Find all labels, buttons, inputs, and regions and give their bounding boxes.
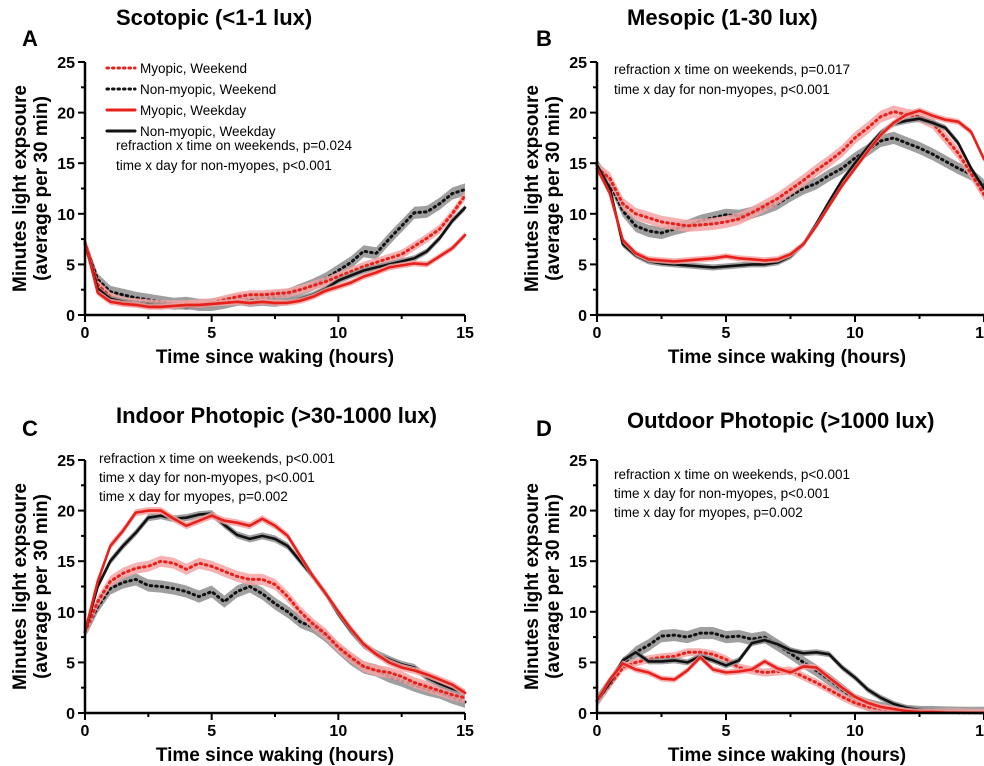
y-axis-label: Minutes light expsoure [522,85,543,292]
series-error-band [85,191,465,310]
series-line [595,655,984,715]
x-tick-label: 5 [722,723,731,740]
y-tick-label: 25 [569,453,587,470]
series-non-myopic-weekend [83,573,467,708]
series-error-band [597,637,984,713]
stat-annotation: time x day for non-myopes, p<0.001 [116,158,332,173]
series-myopic-weekend [595,105,984,232]
x-tick-label: 5 [722,325,731,342]
y-tick-label: 20 [569,106,587,123]
x-tick-label: 15 [975,723,984,740]
series-line [83,194,467,307]
panel-title: Indoor Photopic (>30-1000 lux) [116,403,437,428]
x-tick-label: 10 [846,723,864,740]
x-tick-label: 0 [81,723,90,740]
legend-label: Myopic, Weekday [140,103,247,118]
y-tick-label: 20 [569,504,587,521]
y-tick-label: 5 [66,257,75,274]
panel-letter: B [536,26,552,51]
panel-letter: C [22,416,38,441]
x-axis-label: Time since waking (hours) [668,745,906,766]
stat-annotation: time x day for myopes, p=0.002 [99,489,288,504]
x-tick-label: 0 [593,723,602,740]
x-tick-label: 15 [456,723,474,740]
x-tick-label: 10 [329,325,347,342]
stat-annotation: time x day for non-myopes, p<0.001 [99,470,315,485]
stat-annotation: refraction x time on weekends, p=0.024 [116,138,353,153]
series-error-band [85,204,465,310]
y-tick-label: 0 [578,706,587,723]
panel-d: D Outdoor Photopic (>1000 lux) 0 5 10 15 20 25 0… [522,408,984,766]
y-axis-label-line-2: (average per 30 min) [543,96,564,281]
y-tick-label: 5 [66,655,75,672]
panel-title: Scotopic (<1-1 lux) [116,5,312,30]
x-tick-label: 0 [593,325,602,342]
y-tick-label: 10 [569,605,587,622]
y-tick-label: 25 [569,55,587,72]
stat-annotation: time x day for non-myopes, p<0.001 [614,486,830,501]
y-axis-label-line-2: (average per 30 min) [543,494,564,679]
y-axis-label: Minutes light expsoure [522,483,543,690]
y-tick-label: 5 [578,655,587,672]
x-tick-label: 5 [207,325,216,342]
stat-annotation: time x day for myopes, p=0.002 [614,505,803,520]
x-tick-label: 15 [456,325,474,342]
x-axis-label: Time since waking (hours) [668,347,906,368]
series-error-band [85,573,465,708]
y-axis-label-line-2: (average per 30 min) [31,494,52,679]
legend-label: Myopic, Weekend [140,61,247,76]
series-error-band [597,105,984,232]
panel-title: Mesopic (1-30 lux) [627,5,818,30]
y-tick-label: 20 [57,106,75,123]
y-tick-label: 10 [569,207,587,224]
legend-label: Non-myopic, Weekend [140,82,276,97]
x-tick-label: 10 [846,325,864,342]
y-tick-label: 0 [578,308,587,325]
y-axis-label: Minutes light expsoure [10,483,31,690]
series-line [595,110,984,228]
y-axis-label: Minutes light expsoure [10,85,31,292]
legend-label: Non-myopic, Weekday [140,124,276,139]
y-tick-label: 25 [57,453,75,470]
y-axis-label-line-2: (average per 30 min) [31,96,52,281]
x-tick-label: 10 [329,723,347,740]
legend: Myopic, Weekend Non-myopic, Weekend Myopic… [105,61,276,139]
panel-letter: A [22,26,38,51]
y-tick-label: 15 [57,156,75,173]
stat-annotation: refraction x time on weekends, p=0.017 [614,62,850,77]
x-tick-label: 5 [207,723,216,740]
panel-c: C Indoor Photopic (>30-1000 lux) 0 5 10 15 20 2… [10,403,474,766]
series-error-band [85,232,465,310]
stat-annotation: refraction x time on weekends, p<0.001 [614,467,850,482]
x-axis-label: Time since waking (hours) [156,745,394,766]
series-myopic-weekday [83,507,467,697]
y-tick-label: 15 [569,156,587,173]
series-error-band [597,131,984,240]
x-tick-label: 0 [81,325,90,342]
series-myopic-weekend [83,191,467,310]
y-tick-label: 15 [57,554,75,571]
series-error-band [85,555,465,704]
y-tick-label: 25 [57,55,75,72]
y-tick-label: 0 [66,308,75,325]
series-myopic-weekday [83,232,467,310]
x-axis-label: Time since waking (hours) [156,347,394,368]
y-tick-label: 20 [57,504,75,521]
stat-annotation: refraction x time on weekends, p<0.001 [99,451,335,466]
x-tick-label: 15 [975,325,984,342]
y-tick-label: 0 [66,706,75,723]
series-myopic-weekday [595,107,984,265]
y-tick-label: 5 [578,257,587,274]
y-tick-label: 10 [57,605,75,622]
y-tick-label: 15 [569,554,587,571]
y-tick-label: 10 [57,207,75,224]
panel-title: Outdoor Photopic (>1000 lux) [627,408,934,433]
panel-b: B Mesopic (1-30 lux) 0 5 10 15 20 25 0 5 10 15 Time … [522,5,984,368]
panel-letter: D [536,416,552,441]
panel-a: A Scotopic (<1-1 lux) 0 5 10 15 20 25 0 5 10 15 Time… [10,5,474,368]
stat-annotation: time x day for non-myopes, p<0.001 [614,82,830,97]
